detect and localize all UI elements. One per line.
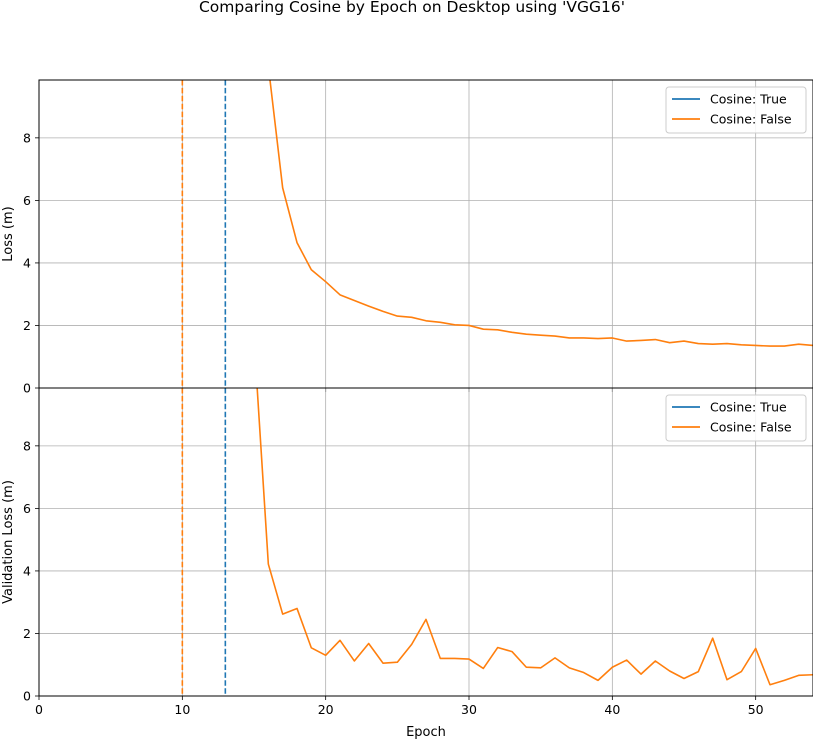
figure-title: Comparing Cosine by Epoch on Desktop usi… bbox=[199, 0, 625, 16]
x-tick-label: 20 bbox=[318, 702, 334, 717]
x-axis-label: Epoch bbox=[406, 725, 446, 739]
legend-box bbox=[665, 86, 807, 134]
y-tick-label: 8 bbox=[23, 130, 31, 145]
legend-box bbox=[665, 394, 807, 442]
x-tick-label: 0 bbox=[35, 702, 43, 717]
legend-label-cosine-true: Cosine: True bbox=[710, 92, 787, 107]
x-tick-label: 40 bbox=[604, 702, 620, 717]
x-tick-label: 30 bbox=[461, 702, 477, 717]
y-tick-label: 2 bbox=[23, 626, 31, 641]
y-tick-label: 8 bbox=[23, 438, 31, 453]
y-tick-label: 6 bbox=[23, 501, 31, 516]
y-tick-label: 4 bbox=[23, 255, 31, 270]
y-axis-label: Validation Loss (m) bbox=[1, 480, 16, 604]
y-axis-label: Loss (m) bbox=[1, 206, 16, 261]
legend: Cosine: True Cosine: False bbox=[665, 394, 807, 442]
series-line-cosine-false bbox=[256, 388, 813, 686]
legend-label-cosine-false: Cosine: False bbox=[710, 112, 792, 127]
axes-frame bbox=[38, 387, 813, 697]
legend-label-cosine-false: Cosine: False bbox=[710, 420, 792, 435]
panel-top: 0 2 4 6 8 Loss (m) Cosine: True Cosine: False bbox=[1, 79, 813, 396]
x-tick-label: 10 bbox=[174, 702, 190, 717]
y-tick-label: 0 bbox=[23, 381, 31, 396]
series-line-cosine-false bbox=[269, 80, 813, 347]
y-tick-label: 2 bbox=[23, 318, 31, 333]
y-tick-label: 4 bbox=[23, 563, 31, 578]
panel-bottom: 0 2 4 6 8 0 10 20 30 40 50 Validation Loss (m) Epoch… bbox=[1, 387, 813, 740]
legend-label-cosine-true: Cosine: True bbox=[710, 400, 787, 415]
legend: Cosine: True Cosine: False bbox=[665, 86, 807, 134]
y-tick-label: 0 bbox=[23, 689, 31, 704]
x-tick-label: 50 bbox=[748, 702, 764, 717]
y-tick-label: 6 bbox=[23, 193, 31, 208]
